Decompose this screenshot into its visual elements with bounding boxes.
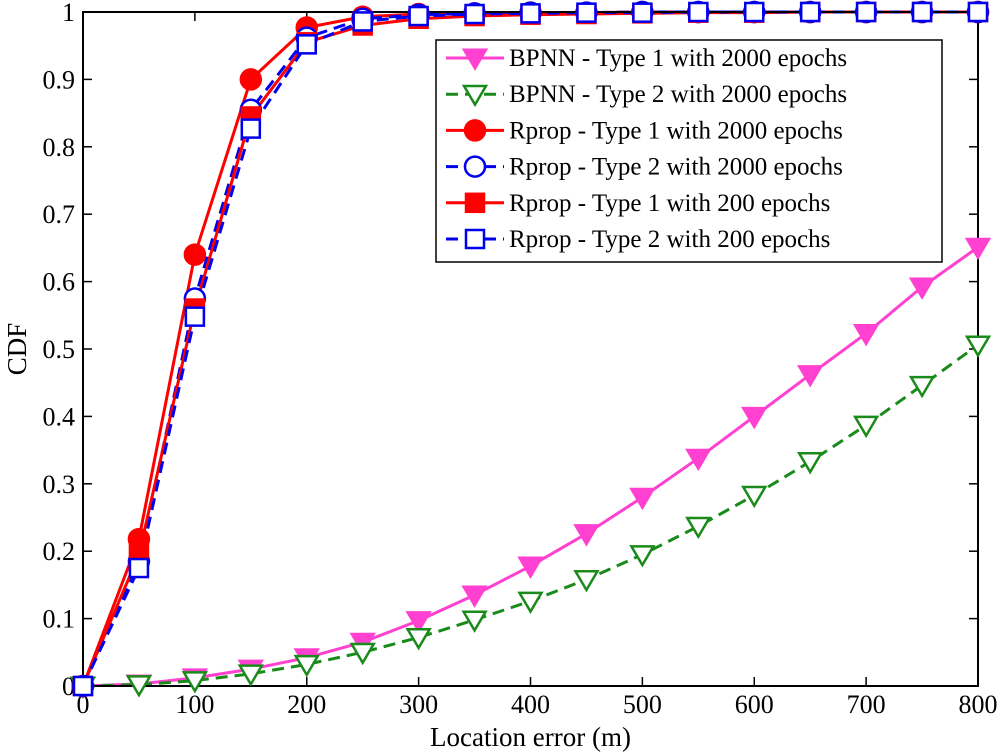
series-6-point xyxy=(632,2,653,23)
series-2-point xyxy=(573,570,600,593)
series-line-1 xyxy=(82,246,979,688)
y-tick-label: 0.5 xyxy=(43,335,76,364)
series-6-point xyxy=(464,3,485,25)
series-2-point xyxy=(629,545,656,568)
legend-entry-label: Rprop - Type 2 with 2000 epochs xyxy=(509,154,843,181)
series-1-point xyxy=(517,556,544,579)
series-2-point xyxy=(461,610,488,633)
series-3-point xyxy=(183,243,207,266)
series-2-point xyxy=(908,375,936,399)
y-tick-label: 1 xyxy=(62,0,75,27)
series-2-point xyxy=(349,642,376,666)
y-tick-label: 0.8 xyxy=(43,133,76,162)
series-6-point xyxy=(855,1,877,23)
legend-marker xyxy=(464,192,486,214)
series-line-2 xyxy=(82,343,979,688)
series-6-point xyxy=(967,1,989,23)
series-2-point xyxy=(237,664,264,687)
x-tick-label: 100 xyxy=(175,690,214,719)
series-6-point xyxy=(576,2,597,23)
x-tick-label: 600 xyxy=(735,690,774,719)
series-1-point xyxy=(629,487,656,511)
legend-box xyxy=(435,39,943,263)
x-axis-label: Location error (m) xyxy=(430,722,631,752)
y-axis-label: CDF xyxy=(2,323,32,376)
series-6-point xyxy=(408,5,429,27)
x-tick-label: 700 xyxy=(847,690,886,719)
y-tick-label: 0.7 xyxy=(43,200,76,229)
series-3-point xyxy=(239,68,263,91)
legend: BPNN - Type 1 with 2000 epochs BPNN - Typ… xyxy=(435,39,943,263)
series-6-point xyxy=(911,1,933,23)
series-6-point xyxy=(520,3,541,24)
series-2-point xyxy=(964,335,992,358)
series-1-point xyxy=(685,448,712,472)
y-tick-label: 0.9 xyxy=(43,65,76,94)
series-1-point xyxy=(797,365,824,388)
x-tick-label: 0 xyxy=(77,690,90,719)
legend-marker xyxy=(464,228,486,250)
series-2-point xyxy=(797,452,824,475)
x-tick-label: 800 xyxy=(959,690,998,719)
x-tick-label: 200 xyxy=(287,690,326,719)
series-6-point xyxy=(799,1,821,23)
series-6-point xyxy=(128,557,150,579)
series-1-point xyxy=(573,524,600,547)
legend-marker xyxy=(463,155,487,178)
legend-entry-label: Rprop - Type 1 with 2000 epochs xyxy=(509,117,843,144)
series-2-point xyxy=(181,671,209,694)
series-6-point xyxy=(240,118,262,139)
legend-entry-label: BPNN - Type 2 with 2000 epochs xyxy=(509,81,847,108)
series-1-point xyxy=(405,611,432,634)
y-tick-label: 0.4 xyxy=(43,402,76,431)
legend-marker xyxy=(461,48,489,71)
legend-marker xyxy=(461,84,489,108)
series-1-point xyxy=(852,323,880,347)
series-6-point xyxy=(744,1,765,23)
y-tick-label: 0.1 xyxy=(43,605,76,634)
series-1-point xyxy=(741,406,768,430)
series-6-point xyxy=(72,675,94,697)
series-6-point xyxy=(184,306,206,327)
series-1-point xyxy=(461,585,488,608)
series-2-point xyxy=(517,591,544,614)
series-2-point xyxy=(125,675,153,698)
series-2-point xyxy=(293,654,320,678)
legend-marker xyxy=(463,119,487,142)
series-2-point xyxy=(685,516,712,540)
y-tick-label: 0.3 xyxy=(43,470,76,499)
series-1-point xyxy=(964,237,992,261)
series-6-point xyxy=(688,1,709,23)
y-tick-label: 0.6 xyxy=(43,268,76,297)
x-tick-label: 500 xyxy=(623,690,662,719)
x-tick-label: 400 xyxy=(511,690,550,719)
series-2-point xyxy=(405,627,432,651)
legend-entry-label: Rprop - Type 2 with 200 epochs xyxy=(509,226,830,253)
series-6-point xyxy=(352,11,373,32)
series-2-point xyxy=(852,415,880,439)
series-1-point xyxy=(908,277,936,300)
y-tick-label: 0.2 xyxy=(43,537,76,566)
series-6-point xyxy=(296,34,317,55)
x-tick-label: 300 xyxy=(399,690,438,719)
series-2-point xyxy=(741,485,768,509)
legend-entry-label: BPNN - Type 1 with 2000 epochs xyxy=(509,45,847,72)
legend-entry-label: Rprop - Type 1 with 200 epochs xyxy=(509,190,830,217)
